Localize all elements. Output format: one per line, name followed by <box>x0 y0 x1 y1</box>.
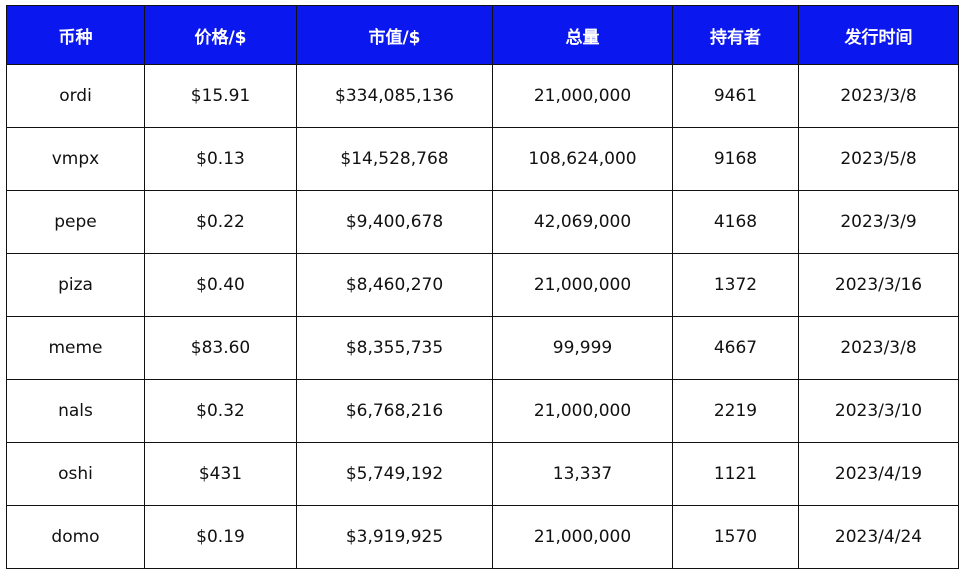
token-cell: pepe <box>6 190 145 254</box>
issue-date-cell: 2023/5/8 <box>798 127 959 191</box>
token-cell: meme <box>6 316 145 380</box>
issue-date-cell: 2023/3/8 <box>798 316 959 380</box>
issue-date-cell: 2023/3/8 <box>798 64 959 128</box>
holders-cell: 2219 <box>672 379 799 443</box>
total-supply-cell: 42,069,000 <box>492 190 673 254</box>
token-cell: piza <box>6 253 145 317</box>
table-row: meme $83.60 $8,355,735 99,999 4667 2023/… <box>6 316 959 380</box>
issue-date-cell: 2023/4/19 <box>798 442 959 506</box>
column-header-token: 币种 <box>6 5 145 65</box>
price-cell: $0.22 <box>144 190 297 254</box>
market-cap-cell: $9,400,678 <box>296 190 493 254</box>
holders-cell: 4168 <box>672 190 799 254</box>
table-row: vmpx $0.13 $14,528,768 108,624,000 9168 … <box>6 127 959 191</box>
issue-date-cell: 2023/3/10 <box>798 379 959 443</box>
market-cap-cell: $6,768,216 <box>296 379 493 443</box>
total-supply-cell: 99,999 <box>492 316 673 380</box>
market-cap-cell: $3,919,925 <box>296 505 493 569</box>
total-supply-cell: 21,000,000 <box>492 253 673 317</box>
price-cell: $0.13 <box>144 127 297 191</box>
table-row: pepe $0.22 $9,400,678 42,069,000 4168 20… <box>6 190 959 254</box>
holders-cell: 9168 <box>672 127 799 191</box>
token-cell: vmpx <box>6 127 145 191</box>
holders-cell: 4667 <box>672 316 799 380</box>
issue-date-cell: 2023/3/9 <box>798 190 959 254</box>
market-cap-cell: $5,749,192 <box>296 442 493 506</box>
table-header-row: 币种 价格/$ 市值/$ 总量 持有者 发行时间 <box>6 5 959 65</box>
total-supply-cell: 108,624,000 <box>492 127 673 191</box>
issue-date-cell: 2023/3/16 <box>798 253 959 317</box>
total-supply-cell: 13,337 <box>492 442 673 506</box>
column-header-issue-date: 发行时间 <box>798 5 959 65</box>
price-cell: $15.91 <box>144 64 297 128</box>
total-supply-cell: 21,000,000 <box>492 505 673 569</box>
token-cell: domo <box>6 505 145 569</box>
total-supply-cell: 21,000,000 <box>492 379 673 443</box>
price-cell: $83.60 <box>144 316 297 380</box>
price-cell: $0.40 <box>144 253 297 317</box>
holders-cell: 1372 <box>672 253 799 317</box>
holders-cell: 1121 <box>672 442 799 506</box>
token-cell: oshi <box>6 442 145 506</box>
token-table: 币种 价格/$ 市值/$ 总量 持有者 发行时间 ordi $15.91 $33… <box>6 5 959 569</box>
table-row: oshi $431 $5,749,192 13,337 1121 2023/4/… <box>6 442 959 506</box>
token-table-container: 币种 价格/$ 市值/$ 总量 持有者 发行时间 ordi $15.91 $33… <box>6 5 959 569</box>
token-cell: ordi <box>6 64 145 128</box>
price-cell: $431 <box>144 442 297 506</box>
holders-cell: 9461 <box>672 64 799 128</box>
table-row: nals $0.32 $6,768,216 21,000,000 2219 20… <box>6 379 959 443</box>
total-supply-cell: 21,000,000 <box>492 64 673 128</box>
market-cap-cell: $14,528,768 <box>296 127 493 191</box>
price-cell: $0.32 <box>144 379 297 443</box>
column-header-price: 价格/$ <box>144 5 297 65</box>
column-header-holders: 持有者 <box>672 5 799 65</box>
market-cap-cell: $8,355,735 <box>296 316 493 380</box>
token-cell: nals <box>6 379 145 443</box>
column-header-total-supply: 总量 <box>492 5 673 65</box>
market-cap-cell: $334,085,136 <box>296 64 493 128</box>
table-row: ordi $15.91 $334,085,136 21,000,000 9461… <box>6 64 959 128</box>
holders-cell: 1570 <box>672 505 799 569</box>
market-cap-cell: $8,460,270 <box>296 253 493 317</box>
price-cell: $0.19 <box>144 505 297 569</box>
table-row: domo $0.19 $3,919,925 21,000,000 1570 20… <box>6 505 959 569</box>
issue-date-cell: 2023/4/24 <box>798 505 959 569</box>
table-row: piza $0.40 $8,460,270 21,000,000 1372 20… <box>6 253 959 317</box>
column-header-market-cap: 市值/$ <box>296 5 493 65</box>
